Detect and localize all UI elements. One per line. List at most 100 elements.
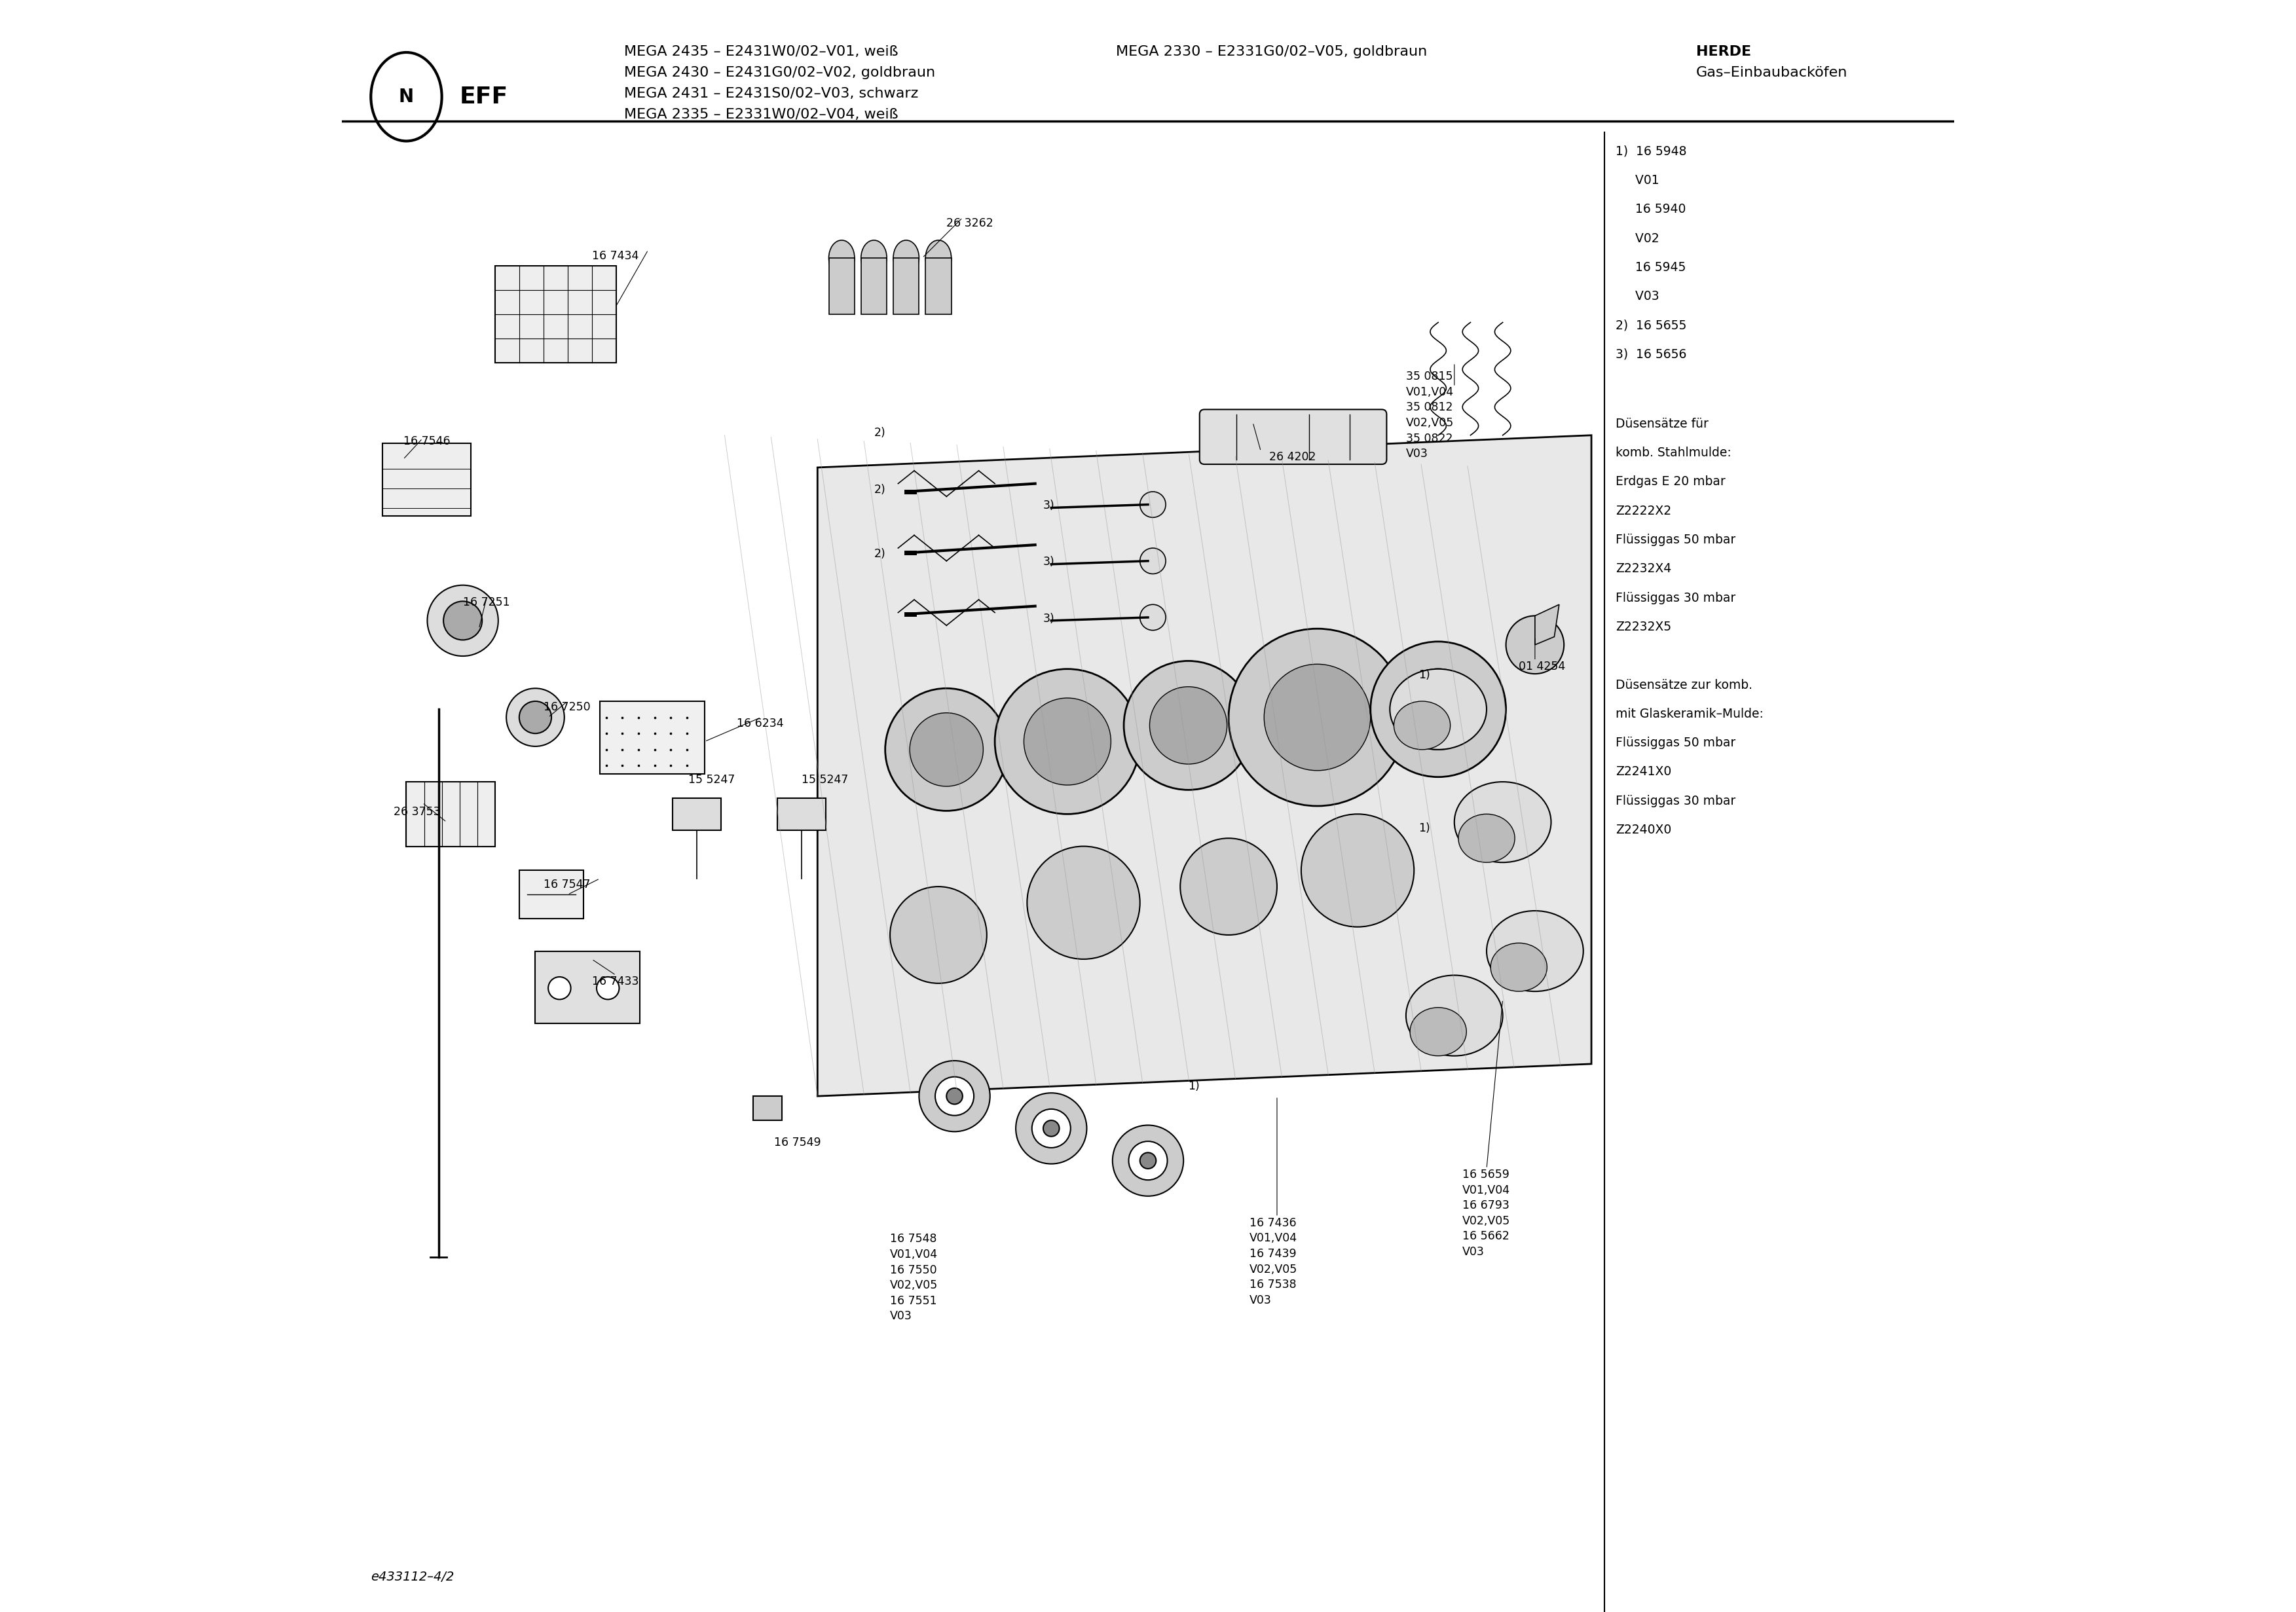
Circle shape — [1114, 1125, 1182, 1196]
Ellipse shape — [829, 240, 854, 276]
Text: 15 5247: 15 5247 — [801, 774, 847, 785]
Text: 3)  16 5656: 3) 16 5656 — [1616, 348, 1688, 361]
FancyBboxPatch shape — [1199, 409, 1387, 464]
Text: HERDE: HERDE — [1697, 45, 1752, 58]
Text: 16 7436
V01,V04
16 7439
V02,V05
16 7538
V03: 16 7436 V01,V04 16 7439 V02,V05 16 7538 … — [1249, 1217, 1297, 1306]
Text: 2): 2) — [875, 548, 886, 559]
Circle shape — [1139, 1153, 1157, 1169]
Text: Flüssiggas 30 mbar: Flüssiggas 30 mbar — [1616, 795, 1736, 808]
Text: 3): 3) — [1042, 613, 1054, 624]
Text: 2)  16 5655: 2) 16 5655 — [1616, 319, 1688, 332]
Circle shape — [1139, 492, 1166, 517]
Bar — [829, 258, 854, 314]
Text: 2): 2) — [875, 484, 886, 495]
Circle shape — [1139, 548, 1166, 574]
Polygon shape — [1536, 604, 1559, 645]
Text: komb. Stahlmulde:: komb. Stahlmulde: — [1616, 447, 1731, 459]
Ellipse shape — [1453, 782, 1552, 862]
Circle shape — [934, 1077, 974, 1116]
Text: 1): 1) — [1189, 1080, 1201, 1091]
Text: V02: V02 — [1616, 232, 1660, 245]
Text: 16 5940: 16 5940 — [1616, 203, 1685, 216]
Circle shape — [1024, 698, 1111, 785]
Text: V01: V01 — [1616, 174, 1660, 187]
Ellipse shape — [1405, 975, 1502, 1056]
Text: 26 3753: 26 3753 — [393, 806, 441, 817]
Circle shape — [1398, 669, 1479, 750]
Text: 2): 2) — [875, 427, 886, 438]
Bar — [673, 798, 721, 830]
Text: MEGA 2430 – E2431G0/02–V02, goldbraun: MEGA 2430 – E2431G0/02–V02, goldbraun — [625, 66, 934, 79]
Text: Z2232X4: Z2232X4 — [1616, 563, 1671, 575]
Ellipse shape — [1490, 943, 1548, 991]
Text: e433112–4/2: e433112–4/2 — [372, 1570, 455, 1583]
Circle shape — [994, 669, 1139, 814]
Circle shape — [946, 1088, 962, 1104]
Bar — [496, 266, 615, 363]
Circle shape — [519, 701, 551, 733]
Ellipse shape — [893, 240, 918, 276]
Circle shape — [549, 977, 572, 999]
Circle shape — [1026, 846, 1139, 959]
Text: 26 3262: 26 3262 — [946, 218, 994, 229]
Circle shape — [1371, 642, 1506, 777]
Text: Düsensätze zur komb.: Düsensätze zur komb. — [1616, 679, 1752, 692]
Text: 16 7546: 16 7546 — [404, 435, 450, 447]
Text: 16 7548
V01,V04
16 7550
V02,V05
16 7551
V03: 16 7548 V01,V04 16 7550 V02,V05 16 7551 … — [891, 1233, 939, 1322]
Bar — [381, 443, 471, 516]
Text: 3): 3) — [1042, 500, 1054, 511]
Text: MEGA 2335 – E2331W0/02–V04, weiß: MEGA 2335 – E2331W0/02–V04, weiß — [625, 108, 898, 121]
Text: 16 7547: 16 7547 — [544, 879, 590, 890]
Bar — [519, 870, 583, 919]
Circle shape — [1031, 1109, 1070, 1148]
Bar — [776, 798, 827, 830]
Text: 1): 1) — [1419, 669, 1430, 680]
Bar — [406, 782, 496, 846]
Text: Gas–Einbaubacköfen: Gas–Einbaubacköfen — [1697, 66, 1848, 79]
Text: MEGA 2431 – E2431S0/02–V03, schwarz: MEGA 2431 – E2431S0/02–V03, schwarz — [625, 87, 918, 100]
Bar — [861, 258, 886, 314]
Text: V03: V03 — [1616, 290, 1660, 303]
Circle shape — [443, 601, 482, 640]
Bar — [535, 951, 641, 1024]
Text: 1)  16 5948: 1) 16 5948 — [1616, 145, 1688, 158]
Text: 16 6234: 16 6234 — [737, 717, 783, 729]
Circle shape — [909, 713, 983, 787]
Circle shape — [1265, 664, 1371, 771]
Text: Z2241X0: Z2241X0 — [1616, 766, 1671, 779]
Text: Flüssiggas 50 mbar: Flüssiggas 50 mbar — [1616, 737, 1736, 750]
Text: 16 7251: 16 7251 — [464, 596, 510, 608]
Text: Z2240X0: Z2240X0 — [1616, 824, 1671, 837]
Circle shape — [1123, 661, 1254, 790]
Text: 26 4202: 26 4202 — [1270, 451, 1316, 463]
Polygon shape — [817, 435, 1591, 1096]
Circle shape — [1506, 616, 1564, 674]
Text: 16 7433: 16 7433 — [592, 975, 638, 987]
Text: Düsensätze für: Düsensätze für — [1616, 418, 1708, 430]
Text: Z2222X2: Z2222X2 — [1616, 505, 1671, 517]
Circle shape — [427, 585, 498, 656]
Circle shape — [891, 887, 987, 983]
Text: Z2232X5: Z2232X5 — [1616, 621, 1671, 634]
Text: 16 5945: 16 5945 — [1616, 261, 1685, 274]
Text: mit Glaskeramik–Mulde:: mit Glaskeramik–Mulde: — [1616, 708, 1763, 721]
Text: Flüssiggas 50 mbar: Flüssiggas 50 mbar — [1616, 534, 1736, 546]
Circle shape — [507, 688, 565, 746]
Circle shape — [1180, 838, 1277, 935]
Ellipse shape — [1486, 911, 1584, 991]
Ellipse shape — [1458, 814, 1515, 862]
Text: 01 4254: 01 4254 — [1520, 661, 1566, 672]
Ellipse shape — [1389, 669, 1486, 750]
Circle shape — [597, 977, 620, 999]
Text: 16 5659
V01,V04
16 6793
V02,V05
16 5662
V03: 16 5659 V01,V04 16 6793 V02,V05 16 5662 … — [1463, 1169, 1511, 1257]
Text: Erdgas E 20 mbar: Erdgas E 20 mbar — [1616, 476, 1724, 488]
Text: Flüssiggas 30 mbar: Flüssiggas 30 mbar — [1616, 592, 1736, 604]
Text: N: N — [400, 87, 413, 106]
Circle shape — [1139, 604, 1166, 630]
Text: MEGA 2435 – E2431W0/02–V01, weiß: MEGA 2435 – E2431W0/02–V01, weiß — [625, 45, 898, 58]
Circle shape — [1150, 687, 1226, 764]
Ellipse shape — [925, 240, 951, 276]
Ellipse shape — [1394, 701, 1451, 750]
Text: 15 5247: 15 5247 — [689, 774, 735, 785]
Bar — [925, 258, 951, 314]
